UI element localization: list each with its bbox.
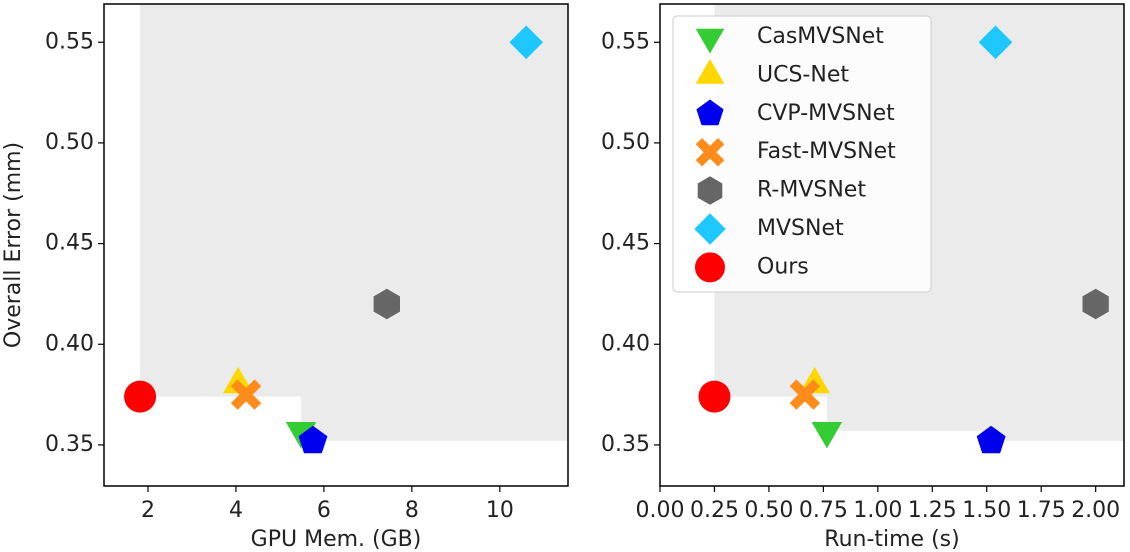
x-tick-label: 1.25 <box>908 498 957 523</box>
subplot: 2 4 6 8 10 0.35 0.40 0.45 0.50 0.55 GPU Mem. (GB) O… <box>1 3 569 552</box>
legend-marker <box>696 99 724 126</box>
x-tick-label: 10 <box>486 498 514 523</box>
x-tick-label: 2 <box>141 498 155 523</box>
x-tick-label: 8 <box>405 498 419 523</box>
y-tick-label: 0.45 <box>601 231 650 256</box>
x-tick-label: 1.00 <box>853 498 902 523</box>
legend-label: CVP-MVSNet <box>757 101 895 126</box>
x-tick-label: 0.75 <box>799 498 848 523</box>
axes-frame <box>103 3 569 487</box>
x-tick-label: 1.50 <box>962 498 1011 523</box>
y-tick-label: 0.35 <box>601 432 650 457</box>
legend-marker <box>695 58 725 84</box>
marker <box>230 379 262 410</box>
x-axis-label: Run-time (s) <box>824 527 959 552</box>
marker <box>509 25 543 60</box>
y-tick-label: 0.45 <box>45 231 94 256</box>
legend-marker <box>694 213 726 245</box>
axes-frame <box>659 3 1125 487</box>
legend-label: MVSNet <box>757 216 844 241</box>
marker <box>976 425 1006 454</box>
legend-label: Fast-MVSNet <box>757 139 896 164</box>
legend-box <box>672 15 932 293</box>
x-tick-label: 0.00 <box>636 498 685 523</box>
legend-marker <box>695 252 725 283</box>
y-tick-label: 0.55 <box>601 29 650 54</box>
dominated-region <box>140 4 568 441</box>
legend-marker <box>695 28 725 54</box>
marker <box>978 25 1013 60</box>
y-tick-label: 0.50 <box>45 130 94 155</box>
x-tick-label: 0.25 <box>690 498 739 523</box>
marker <box>298 425 328 454</box>
marker <box>789 379 821 410</box>
y-tick-label: 0.35 <box>45 432 94 457</box>
x-tick-label: 4 <box>229 498 243 523</box>
y-axis-label: Overall Error (mm) <box>1 142 26 348</box>
legend: CasMVSNet UCS-Net CVP-MVSNet Fast-MVSNet R-M… <box>672 15 932 293</box>
y-tick-label: 0.40 <box>45 331 94 356</box>
marker <box>698 380 731 413</box>
marker <box>1082 288 1109 320</box>
legend-label: CasMVSNet <box>757 24 884 49</box>
y-tick-label: 0.50 <box>601 130 650 155</box>
x-axis-label: GPU Mem. (GB) <box>251 527 422 552</box>
y-tick-label: 0.55 <box>45 29 94 54</box>
legend-marker <box>697 176 723 205</box>
marker <box>811 422 843 449</box>
x-tick-label: 6 <box>317 498 331 523</box>
marker <box>373 288 400 320</box>
legend-label: UCS-Net <box>757 62 849 87</box>
legend-marker <box>695 137 725 167</box>
x-tick-label: 0.50 <box>744 498 793 523</box>
x-tick-label: 1.75 <box>1017 498 1066 523</box>
x-tick-label: 2.00 <box>1071 498 1120 523</box>
y-tick-label: 0.40 <box>601 331 650 356</box>
legend-label: Ours <box>757 254 809 279</box>
legend-label: R-MVSNet <box>757 178 866 203</box>
marker <box>124 380 157 413</box>
